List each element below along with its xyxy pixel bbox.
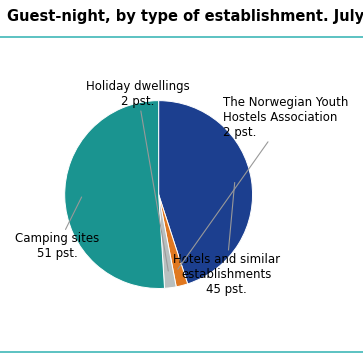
Wedge shape <box>159 101 253 284</box>
Text: Hotels and similar
establishments
45 pst.: Hotels and similar establishments 45 pst… <box>173 182 280 296</box>
Wedge shape <box>159 195 176 288</box>
Text: Camping sites
51 pst.: Camping sites 51 pst. <box>15 197 99 260</box>
Wedge shape <box>159 195 188 287</box>
Text: Guest-night, by type of establishment. July 2002: Guest-night, by type of establishment. J… <box>7 9 363 24</box>
Text: The Norwegian Youth
Hostels Association
2 pst.: The Norwegian Youth Hostels Association … <box>178 96 348 269</box>
Text: Holiday dwellings
2 pst.: Holiday dwellings 2 pst. <box>86 80 190 271</box>
Wedge shape <box>65 101 164 288</box>
